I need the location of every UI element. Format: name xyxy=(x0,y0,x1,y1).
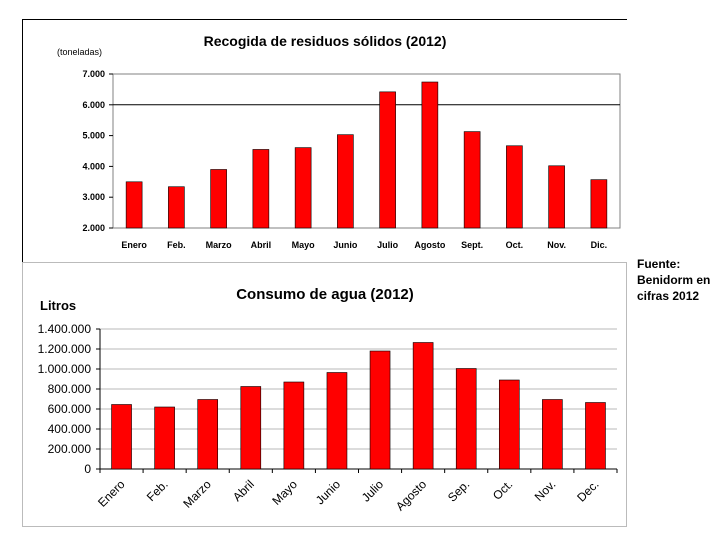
water-bar xyxy=(111,404,132,470)
waste-bar xyxy=(379,91,396,229)
waste-bar xyxy=(548,165,565,229)
waste-xtick-label: Mayo xyxy=(292,240,316,250)
waste-ytick-label: 5.000 xyxy=(82,131,105,141)
water-bar xyxy=(369,350,391,470)
waste-bar xyxy=(506,145,523,229)
waste-ytick-label: 6.000 xyxy=(82,100,105,110)
waste-bar xyxy=(210,169,227,229)
water-bar xyxy=(240,386,262,470)
water-xtick-label: Mayo xyxy=(269,477,300,508)
water-bar xyxy=(455,368,477,470)
waste-bar xyxy=(463,131,481,229)
waste-bar xyxy=(168,186,185,229)
waste-xtick-label: Feb. xyxy=(167,240,186,250)
waste-bar xyxy=(337,134,354,229)
water-xtick-label: Junio xyxy=(313,477,343,507)
water-chart-ylabel: Litros xyxy=(40,298,76,313)
waste-bar xyxy=(252,149,270,229)
water-xtick-label: Agosto xyxy=(393,477,430,514)
water-bar xyxy=(326,372,348,470)
water-xtick-label: Nov. xyxy=(532,477,559,504)
waste-ytick-label: 3.000 xyxy=(82,192,105,202)
source-note: Fuente: Benidorm en cifras 2012 xyxy=(637,257,711,303)
waste-bar xyxy=(294,147,312,229)
water-xtick-label: Sep. xyxy=(445,477,472,504)
water-bar xyxy=(585,402,606,470)
water-ytick-label: 600.000 xyxy=(48,402,92,416)
waste-bar xyxy=(590,179,608,229)
water-bar xyxy=(154,406,175,470)
water-bar xyxy=(412,342,434,470)
water-ytick-label: 200.000 xyxy=(48,442,92,456)
water-ytick-label: 1.400.000 xyxy=(38,322,92,336)
water-ytick-label: 0 xyxy=(84,462,91,476)
waste-xtick-label: Dic. xyxy=(591,240,608,250)
water-ytick-label: 800.000 xyxy=(48,382,92,396)
water-chart-title: Consumo de agua (2012) xyxy=(236,286,414,303)
waste-xtick-label: Agosto xyxy=(414,240,445,250)
water-xtick-label: Marzo xyxy=(180,477,214,511)
waste-bar xyxy=(125,181,143,229)
waste-xtick-label: Nov. xyxy=(547,240,566,250)
water-xtick-label: Julio xyxy=(359,477,387,505)
waste-xtick-label: Oct. xyxy=(506,240,524,250)
waste-xtick-label: Julio xyxy=(377,240,399,250)
chart2-frame xyxy=(22,262,627,527)
water-bar xyxy=(197,399,219,470)
water-xtick-label: Enero xyxy=(95,477,128,510)
waste-chart: Recogida de residuos sólidos (2012) (ton… xyxy=(57,33,621,250)
water-ytick-label: 400.000 xyxy=(48,422,92,436)
waste-ytick-label: 2.000 xyxy=(82,223,105,233)
water-chart: Consumo de agua (2012) Litros 0 200.000 40… xyxy=(38,286,618,514)
water-bar xyxy=(283,381,305,470)
waste-xtick-label: Marzo xyxy=(206,240,233,250)
water-xtick-label: Dec. xyxy=(574,477,601,504)
waste-ytick-label: 4.000 xyxy=(82,161,105,171)
water-bar xyxy=(498,379,520,470)
water-bar xyxy=(542,399,563,470)
water-xtick-label: Abril xyxy=(230,477,257,504)
water-xtick-label: Oct. xyxy=(490,477,515,502)
waste-xtick-label: Enero xyxy=(121,240,147,250)
waste-chart-ylabel: (toneladas) xyxy=(57,47,102,57)
waste-bar xyxy=(421,81,439,229)
waste-chart-title: Recogida de residuos sólidos (2012) xyxy=(204,33,447,49)
water-xtick-label: Feb. xyxy=(144,477,171,504)
waste-ytick-label: 7.000 xyxy=(82,69,105,79)
waste-xtick-label: Sept. xyxy=(461,240,483,250)
chart1-frame xyxy=(22,19,627,262)
water-ytick-label: 1.000.000 xyxy=(38,362,92,376)
water-ytick-label: 1.200.000 xyxy=(38,342,92,356)
waste-xtick-label: Junio xyxy=(333,240,358,250)
waste-xtick-label: Abril xyxy=(251,240,272,250)
waste-plot-area xyxy=(112,73,621,229)
